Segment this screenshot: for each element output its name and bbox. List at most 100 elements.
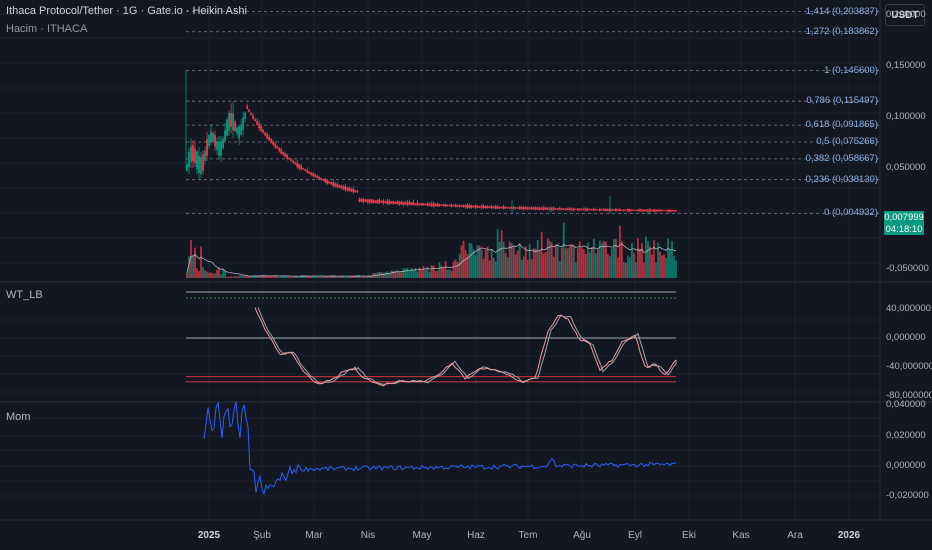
time-axis-label[interactable]: May xyxy=(412,530,432,541)
volume-bar xyxy=(294,275,297,278)
candle-body xyxy=(264,132,267,136)
volume-bar xyxy=(474,254,477,278)
candle-body xyxy=(542,207,545,210)
candle-body xyxy=(436,203,439,207)
candle-body xyxy=(643,209,645,212)
time-axis-label[interactable]: Eyl xyxy=(628,530,642,541)
candle-body xyxy=(368,199,371,203)
volume-bar xyxy=(582,249,585,278)
volume-bar xyxy=(288,276,291,278)
volume-bar xyxy=(336,276,339,278)
volume-bar xyxy=(282,275,285,278)
volume-bar xyxy=(612,239,615,278)
candle-body xyxy=(354,190,357,193)
candle-body xyxy=(560,208,563,210)
candle-body xyxy=(408,201,411,206)
volume-bar xyxy=(352,275,355,278)
candle-body xyxy=(460,205,463,207)
candle-body xyxy=(330,182,333,185)
volume-bar xyxy=(610,248,613,278)
candle-body xyxy=(522,207,525,210)
candle-body xyxy=(576,208,579,211)
volume-bar xyxy=(388,272,391,278)
time-axis-label[interactable]: Ara xyxy=(787,530,803,541)
candle-body xyxy=(318,177,321,179)
volume-bar xyxy=(482,259,485,278)
volume-bar xyxy=(490,248,493,278)
volume-bar xyxy=(192,255,194,278)
fib-level-label: 0,236 (0,038130) xyxy=(805,173,878,185)
candle-body xyxy=(300,165,303,170)
volume-bar xyxy=(396,269,399,278)
volume-bar xyxy=(274,276,277,278)
time-axis-label[interactable]: Tem xyxy=(518,530,538,541)
currency-button[interactable]: USDT xyxy=(885,4,925,26)
fib-level-label: 1 (0,145600) xyxy=(824,64,878,76)
wt2-line xyxy=(257,307,677,385)
candle-body xyxy=(262,130,265,133)
candle-body xyxy=(412,202,415,206)
volume-bar xyxy=(194,247,196,278)
volume-bar xyxy=(210,272,212,278)
volume-bar xyxy=(364,276,367,278)
candle-body xyxy=(398,201,401,205)
volume-bar xyxy=(629,257,631,278)
time-axis-label[interactable]: 2026 xyxy=(837,530,861,541)
volume-bar xyxy=(394,271,397,278)
candle-body xyxy=(414,203,417,205)
volume-bar xyxy=(456,261,459,278)
volume-ma-line xyxy=(186,243,677,277)
volume-indicator-title[interactable]: Hacim · ITHACA xyxy=(6,23,88,35)
candle-body xyxy=(418,203,421,205)
volume-bar xyxy=(298,276,301,278)
wt-axis-label: 0,000000 xyxy=(886,332,926,343)
candle-body xyxy=(308,171,311,174)
candle-body xyxy=(645,209,647,212)
candle-body xyxy=(614,208,617,212)
volume-bar xyxy=(616,257,619,278)
candle-body xyxy=(592,208,595,211)
volume-bar xyxy=(518,243,521,278)
symbol-title[interactable]: Ithaca Protocol/Tether · 1G · Gate.io · … xyxy=(6,5,247,17)
candle-body xyxy=(667,209,669,212)
volume-bar xyxy=(218,267,220,278)
time-axis-label[interactable]: Kas xyxy=(732,530,750,541)
volume-bar xyxy=(406,268,409,278)
candle-body xyxy=(528,207,531,210)
volume-bar xyxy=(532,248,535,278)
time-axis-label[interactable]: Ağu xyxy=(573,530,591,541)
candle-body xyxy=(538,207,541,210)
candle-body xyxy=(494,205,497,209)
pane-dividers xyxy=(0,0,932,521)
mom-pane-title[interactable]: Mom xyxy=(6,411,31,423)
volume-bar xyxy=(659,251,661,278)
volume-bar xyxy=(286,276,289,278)
candle-body xyxy=(382,200,385,204)
time-axis-label[interactable]: Eki xyxy=(682,530,696,541)
volume-bar xyxy=(524,246,527,278)
candle-body xyxy=(448,205,451,207)
volume-bar xyxy=(596,249,599,278)
candle-body xyxy=(250,112,253,115)
candle-body xyxy=(292,160,295,163)
candle-body xyxy=(188,152,190,168)
volume-bar xyxy=(208,272,210,278)
volume-bar xyxy=(476,245,479,278)
candle-body xyxy=(342,186,345,190)
time-axis-label[interactable]: Haz xyxy=(467,530,485,541)
candle-body xyxy=(290,159,293,162)
volume-bar xyxy=(564,248,567,278)
candle-body xyxy=(248,109,251,112)
time-axis-label[interactable]: Mar xyxy=(305,530,323,541)
volume-bar xyxy=(622,262,625,278)
time-axis-label[interactable]: Nis xyxy=(360,530,376,541)
wt-pane-title[interactable]: WT_LB xyxy=(6,289,43,301)
candle-body xyxy=(274,143,277,148)
price-axis-label: 0,100000 xyxy=(886,110,926,122)
time-axis-label[interactable]: Şub xyxy=(253,530,271,541)
time-axis-label[interactable]: 2025 xyxy=(197,530,221,541)
volume-bar xyxy=(200,246,202,278)
candle-body xyxy=(252,115,255,120)
volume-bar xyxy=(338,276,341,278)
